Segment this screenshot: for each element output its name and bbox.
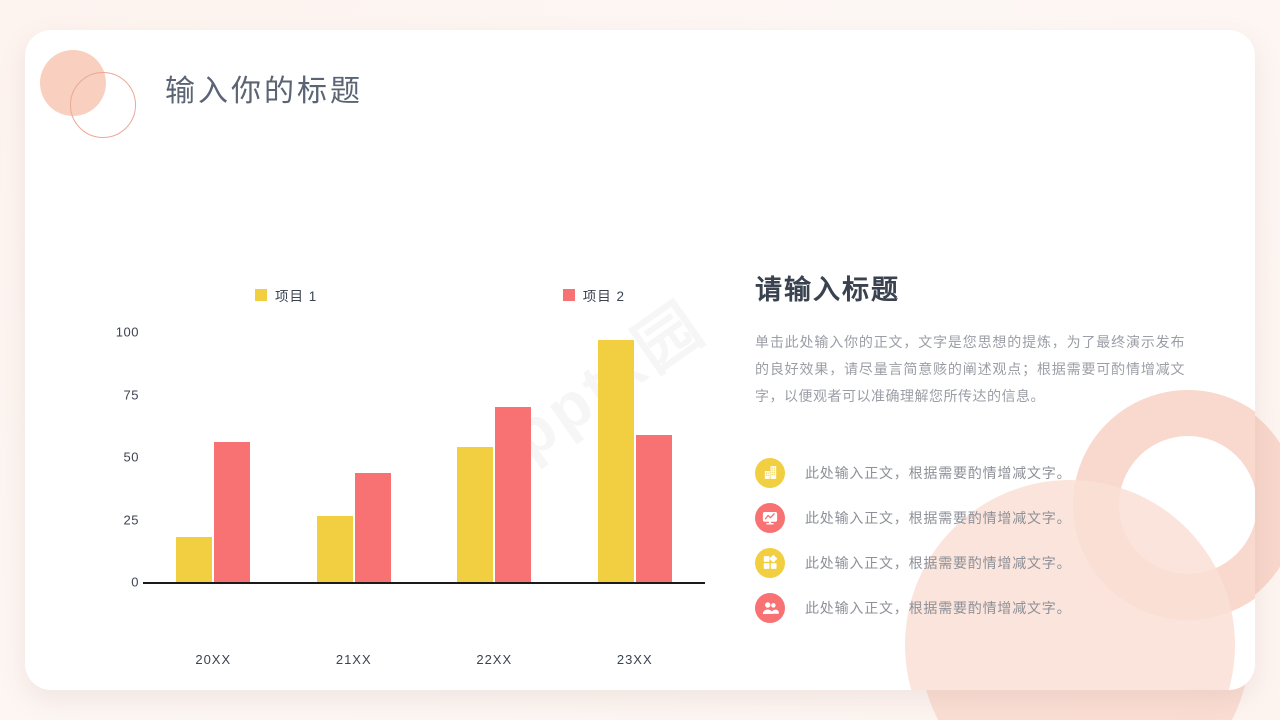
outline-circle-icon bbox=[70, 72, 136, 138]
bar-21XX-series1[interactable] bbox=[316, 515, 353, 582]
chart-plot-area: 100 75 50 25 0 20XX 21XX 22XX 23XX bbox=[85, 325, 705, 667]
monitor-chart-icon bbox=[755, 502, 785, 533]
chart-legend: 项目 1 项目 2 bbox=[255, 285, 625, 305]
legend-label-series2: 项目 2 bbox=[582, 289, 625, 304]
y-axis-tick-100: 100 bbox=[115, 324, 139, 340]
bar-22XX-series2[interactable] bbox=[495, 407, 532, 582]
bar-group bbox=[143, 332, 284, 582]
legend-label-series1: 项目 1 bbox=[275, 289, 318, 304]
list-item[interactable]: 此处输入正文，根据需要酌情增减文字。 bbox=[755, 585, 1205, 630]
list-item[interactable]: 此处输入正文，根据需要酌情增减文字。 bbox=[755, 450, 1205, 495]
building-icon bbox=[755, 457, 785, 488]
list-item-label: 此处输入正文，根据需要酌情增减文字。 bbox=[805, 509, 1072, 526]
bar-group bbox=[284, 332, 425, 582]
x-axis-line bbox=[143, 582, 705, 584]
slide-header: 输入你的标题 bbox=[25, 30, 1255, 160]
list-item[interactable]: 此处输入正文，根据需要酌情增减文字。 bbox=[755, 540, 1205, 585]
list-item[interactable]: 此处输入正文，根据需要酌情增减文字。 bbox=[755, 495, 1205, 540]
list-item-label: 此处输入正文，根据需要酌情增减文字。 bbox=[805, 464, 1072, 481]
y-axis-tick-0: 0 bbox=[131, 574, 139, 590]
bar-23XX-series2[interactable] bbox=[635, 434, 672, 582]
bullet-list: 此处输入正文，根据需要酌情增减文字。 此处输入正文，根据需要酌情增减文字。 此处输入… bbox=[755, 450, 1205, 630]
users-icon bbox=[755, 592, 785, 623]
page-title: 输入你的标题 bbox=[165, 75, 363, 108]
legend-item-series1[interactable]: 项目 1 bbox=[255, 285, 317, 305]
bar-20XX-series1[interactable] bbox=[176, 537, 213, 582]
chart-bar-groups bbox=[143, 332, 705, 582]
bar-20XX-series2[interactable] bbox=[214, 442, 251, 582]
section-body-text: 单击此处输入你的正文，文字是您思想的提炼，为了最终演示发布的良好效果，请尽量言简… bbox=[755, 334, 1185, 404]
y-axis-tick-25: 25 bbox=[123, 512, 139, 527]
bar-21XX-series2[interactable] bbox=[354, 473, 391, 582]
bar-chart: 项目 1 项目 2 100 75 50 25 0 20XX 21XX 22XX 23X… bbox=[85, 270, 705, 667]
bar-23XX-series1[interactable] bbox=[597, 339, 634, 582]
x-axis-label: 20XX bbox=[195, 652, 232, 667]
y-axis-tick-50: 50 bbox=[123, 449, 139, 465]
bar-22XX-series1[interactable] bbox=[457, 447, 494, 582]
x-axis-label: 22XX bbox=[476, 652, 513, 667]
bar-group bbox=[565, 332, 706, 582]
right-text-column: 请输入标题 单击此处输入你的正文，文字是您思想的提炼，为了最终演示发布的良好效果… bbox=[755, 268, 1185, 410]
y-axis-tick-75: 75 bbox=[123, 387, 139, 402]
legend-swatch-series1 bbox=[255, 289, 267, 301]
legend-swatch-series2 bbox=[562, 289, 575, 301]
slide-card: 输入你的标题 pptx园 项目 1 项目 2 100 75 50 25 0 20… bbox=[25, 30, 1255, 690]
list-item-label: 此处输入正文，根据需要酌情增减文字。 bbox=[805, 599, 1072, 616]
list-item-label: 此处输入正文，根据需要酌情增减文字。 bbox=[805, 554, 1072, 571]
bar-group bbox=[424, 332, 565, 582]
x-axis-labels: 20XX 21XX 22XX 23XX bbox=[143, 652, 705, 667]
x-axis-label: 23XX bbox=[616, 652, 653, 667]
grid-blocks-icon bbox=[755, 547, 785, 578]
section-title: 请输入标题 bbox=[755, 275, 900, 305]
x-axis-label: 21XX bbox=[335, 652, 372, 667]
legend-item-series2[interactable]: 项目 2 bbox=[562, 285, 625, 305]
